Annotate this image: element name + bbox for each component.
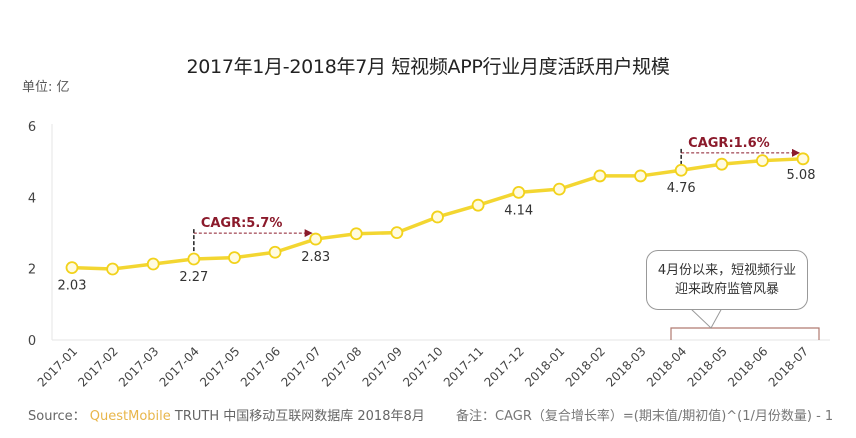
- x-tick-label: 2017-02: [75, 344, 120, 389]
- x-tick-label: 2017-03: [116, 344, 161, 389]
- data-point-marker: [309, 232, 323, 246]
- x-tick-label: 2018-05: [685, 344, 730, 389]
- x-tick-label: 2017-06: [238, 344, 283, 389]
- x-tick-label: 2017-10: [400, 344, 445, 389]
- data-point-marker: [471, 198, 485, 212]
- x-tick-label: 2017-12: [481, 344, 526, 389]
- x-tick-label: 2018-04: [644, 344, 689, 389]
- x-tick-label: 2018-02: [563, 344, 608, 389]
- source-brand: QuestMobile: [89, 409, 171, 424]
- data-point-marker: [390, 226, 404, 240]
- x-tick-label: 2017-11: [441, 344, 486, 389]
- y-tick-label: 0: [28, 334, 36, 349]
- data-label: 4.76: [667, 181, 696, 196]
- regulation-bracket: [670, 307, 820, 340]
- data-point-marker: [715, 157, 729, 171]
- y-tick-label: 2: [28, 263, 36, 278]
- chart-title: 2017年1月-2018年7月 短视频APP行业月度活跃用户规模: [186, 56, 670, 78]
- y-axis-unit-label: 单位: 亿: [22, 80, 70, 95]
- x-axis: 2017-012017-022017-032017-042017-052017-…: [35, 339, 830, 390]
- data-point-marker: [552, 182, 566, 196]
- x-tick-label: 2017-05: [197, 344, 242, 389]
- y-tick-label: 6: [28, 120, 36, 135]
- source-footnote: Source： QuestMobile TRUTH 中国移动互联网数据库 201…: [28, 405, 425, 424]
- data-point-marker: [349, 227, 363, 241]
- data-label: 2.03: [58, 279, 87, 294]
- x-tick-label: 2018-01: [522, 344, 567, 389]
- data-point-marker: [796, 152, 810, 166]
- x-tick-label: 2018-07: [766, 344, 811, 389]
- data-labels: 2.03 2.27 2.83 4.14 4.76 5.08: [58, 168, 816, 294]
- data-point-marker: [268, 245, 282, 259]
- source-prefix: Source：: [28, 409, 86, 424]
- cagr-annotations: CAGR:5.7% CAGR:1.6%: [193, 136, 800, 258]
- x-tick-label: 2017-04: [157, 344, 202, 389]
- data-point-marker: [228, 251, 241, 265]
- series-line: [65, 152, 810, 276]
- data-point-marker: [65, 261, 79, 274]
- data-label: 2.27: [179, 270, 208, 285]
- data-point-marker: [187, 252, 201, 266]
- x-tick-label: 2017-09: [360, 344, 405, 389]
- data-point-marker: [146, 257, 160, 271]
- callout-line-1: 4月份以来，短视频行业: [657, 263, 797, 278]
- data-label: 5.08: [787, 168, 816, 183]
- data-point-marker: [634, 169, 647, 183]
- regulation-callout: 4月份以来，短视频行业 迎来政府监管风暴: [646, 250, 808, 310]
- data-point-marker: [593, 169, 607, 183]
- data-label: 2.83: [301, 250, 330, 265]
- x-tick-label: 2017-08: [319, 344, 364, 389]
- x-tick-label: 2017-01: [35, 344, 80, 389]
- y-tick-label: 4: [28, 191, 36, 206]
- y-axis: 0 2 4 6: [28, 120, 53, 349]
- cagr-label: CAGR:5.7%: [201, 216, 283, 231]
- data-point-marker: [512, 185, 526, 199]
- data-point-marker: [674, 163, 688, 177]
- data-point-marker: [106, 262, 120, 276]
- cagr-label: CAGR:1.6%: [688, 136, 770, 151]
- source-rest: TRUTH 中国移动互联网数据库 2018年8月: [174, 409, 425, 424]
- data-point-marker: [431, 210, 444, 224]
- callout-line-2: 迎来政府监管风暴: [674, 282, 779, 297]
- x-tick-label: 2018-06: [725, 344, 770, 389]
- data-label: 4.14: [504, 203, 533, 218]
- data-point-marker: [755, 154, 769, 167]
- x-tick-label: 2018-03: [603, 344, 648, 389]
- cagr-note: 备注：CAGR（复合增长率）=(期末值/期初值)^(1/月份数量) - 1: [456, 409, 834, 424]
- x-tick-label: 2017-07: [278, 344, 323, 389]
